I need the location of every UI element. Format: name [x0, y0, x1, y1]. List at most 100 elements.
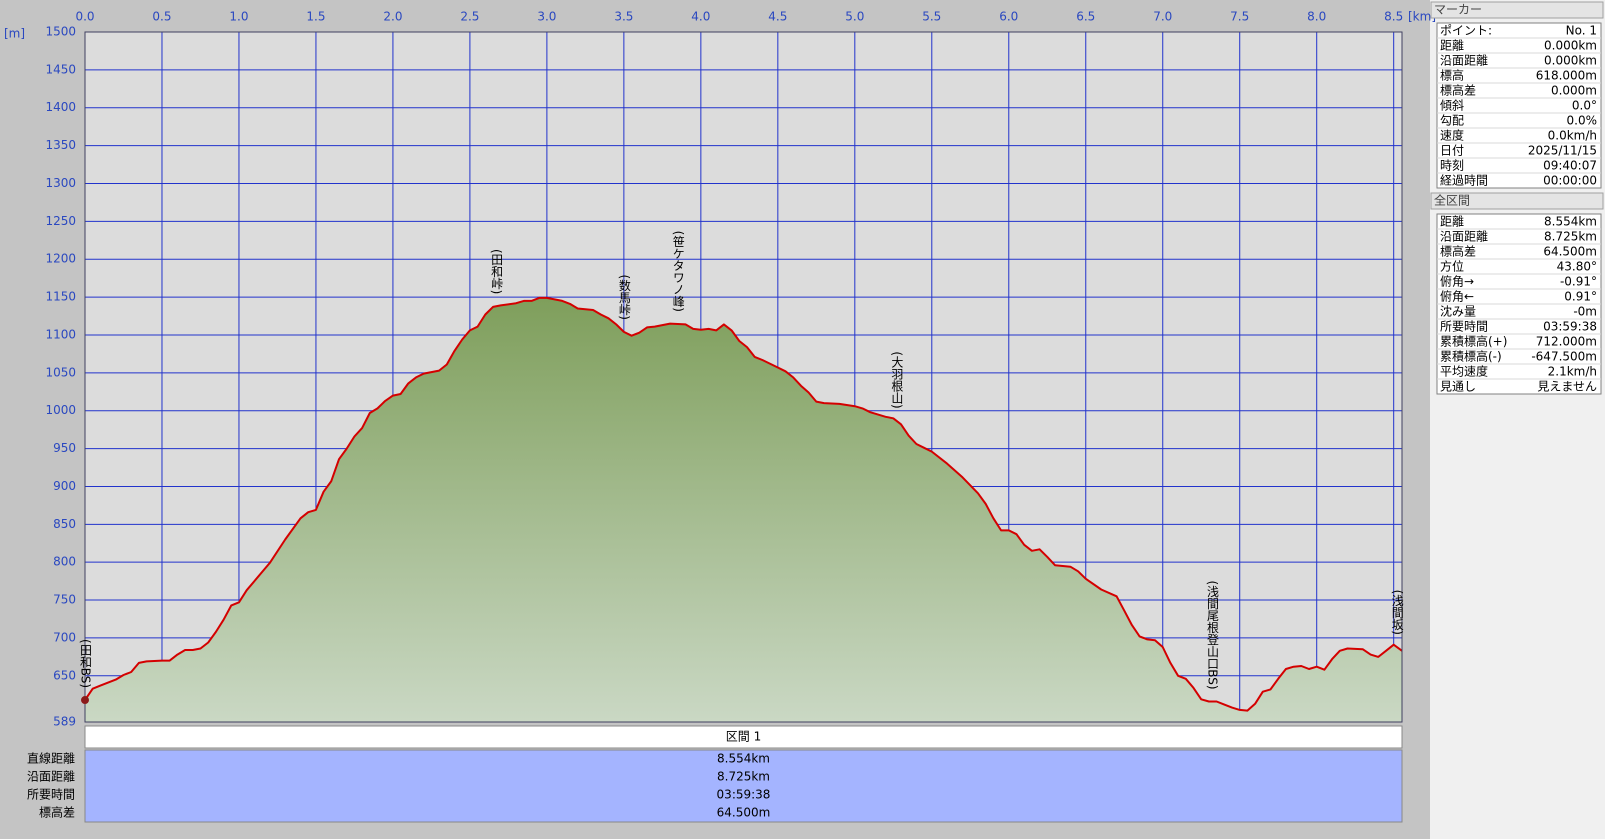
y-tick-label: 1100 — [45, 327, 76, 341]
waypoint-label: (数馬峠) — [617, 275, 631, 320]
table-body — [84, 749, 1403, 823]
y-tick-label: 1200 — [45, 252, 76, 266]
panel-table — [1436, 22, 1602, 189]
x-tick-label: 1.0 — [229, 10, 248, 24]
plot-border — [84, 31, 1403, 723]
y-tick-label: 1300 — [45, 176, 76, 190]
y-tick-label: 1050 — [45, 365, 76, 379]
y-tick-label: 650 — [53, 668, 76, 682]
panel-key: 所要時間 — [1440, 320, 1488, 334]
panel-value: 0.0km/h — [1548, 129, 1597, 143]
y-tick-label: 1250 — [45, 214, 76, 228]
panel-key: 累積標高(+) — [1440, 334, 1507, 349]
y-tick-label: 1350 — [45, 138, 76, 152]
x-unit: [km] — [1408, 10, 1436, 24]
x-tick-label: 5.5 — [922, 10, 941, 24]
panel-key: 日付 — [1440, 144, 1464, 158]
panel-value: 64.500m — [1543, 245, 1597, 259]
y-tick-label: 1150 — [45, 290, 76, 304]
x-tick-label: 8.0 — [1307, 10, 1326, 24]
x-tick-label: 0.5 — [152, 10, 171, 24]
panel-key: 標高差 — [1440, 83, 1476, 98]
elevation-line — [84, 296, 1403, 712]
y-tick-label: 800 — [53, 555, 76, 569]
row-value: 8.725km — [717, 770, 770, 784]
x-tick-label: 4.5 — [768, 10, 787, 24]
panel-value: 8.725km — [1544, 230, 1597, 244]
row-label: 標高差 — [39, 805, 75, 820]
panel-value: 8.554km — [1544, 215, 1597, 229]
panel-value: 0.0% — [1567, 114, 1598, 128]
panel-value: 0.000km — [1544, 39, 1597, 53]
panel-value: 00:00:00 — [1543, 174, 1597, 188]
panel-key: 速度 — [1440, 128, 1464, 143]
waypoint-label: (浅間尾根登山口BS) — [1206, 581, 1220, 690]
panel-key: 方位 — [1440, 259, 1464, 274]
y-tick-label: 850 — [53, 517, 76, 531]
elevation-area — [85, 297, 1402, 722]
panel-value: -0.91° — [1560, 275, 1597, 289]
panel-value: 09:40:07 — [1543, 159, 1597, 173]
panel-key: 距離 — [1440, 39, 1464, 53]
panel-key: 距離 — [1440, 215, 1464, 229]
panel-title: マーカー — [1434, 3, 1482, 17]
panel-value: -0m — [1573, 305, 1597, 319]
y-tick-label: 1400 — [45, 100, 76, 114]
panel-value: -647.500m — [1531, 350, 1597, 364]
panel-key: 傾斜 — [1440, 99, 1464, 113]
panel-value: 2.1km/h — [1548, 365, 1597, 379]
panel-value: 618.000m — [1536, 69, 1597, 83]
row-value: 03:59:38 — [717, 788, 771, 802]
panel-key: 経過時間 — [1440, 174, 1488, 188]
position-marker — [81, 696, 89, 705]
row-value: 8.554km — [717, 752, 770, 766]
panel-value: No. 1 — [1566, 24, 1597, 38]
row-label: 所要時間 — [27, 788, 75, 802]
panel-title-bar — [1430, 1, 1604, 19]
table-header — [84, 725, 1403, 749]
waypoint-label: (田和BS) — [79, 639, 93, 688]
y-tick-label: 700 — [53, 630, 76, 644]
panel-value: 0.000km — [1544, 54, 1597, 68]
panel-title-bar — [1430, 192, 1604, 210]
panel-key: 平均速度 — [1440, 364, 1488, 379]
x-tick-label: 7.5 — [1230, 10, 1249, 24]
panel-key: 俯角→ — [1440, 274, 1474, 289]
y-tick-label: 1500 — [45, 25, 76, 39]
row-label: 沿面距離 — [27, 770, 75, 784]
y-tick-label: 900 — [53, 479, 76, 493]
row-label: 直線距離 — [27, 751, 75, 766]
y-tick-label: 1000 — [45, 403, 76, 417]
panel-value: 2025/11/15 — [1528, 144, 1597, 158]
waypoint-label: (田和峠) — [490, 249, 504, 294]
panel-value: 0.91° — [1564, 290, 1597, 304]
row-value: 64.500m — [717, 806, 771, 820]
x-tick-label: 3.5 — [614, 10, 633, 24]
x-tick-label: 6.5 — [1076, 10, 1095, 24]
x-tick-label: 2.0 — [383, 10, 402, 24]
panel-value: 見えません — [1537, 380, 1597, 394]
y-tick-label: 1450 — [45, 62, 76, 76]
x-tick-label: 4.0 — [691, 10, 710, 24]
x-tick-label: 1.5 — [306, 10, 325, 24]
waypoint-label: (大羽根山) — [890, 351, 904, 408]
y-tick-label: 950 — [53, 441, 76, 455]
y-unit: [m] — [4, 27, 25, 41]
panel-key: 勾配 — [1440, 114, 1464, 128]
x-tick-label: 3.0 — [537, 10, 556, 24]
table-header-text: 区間 1 — [726, 730, 761, 744]
x-tick-label: 8.5 — [1384, 10, 1403, 24]
panel-key: 沿面距離 — [1440, 230, 1488, 244]
panel-key: 沿面距離 — [1440, 54, 1488, 68]
x-tick-label: 6.0 — [999, 10, 1018, 24]
waypoint-label: (浅間坂) — [1390, 590, 1404, 635]
panel-value: 712.000m — [1536, 335, 1597, 349]
panel-value: 43.80° — [1557, 260, 1597, 274]
panel-key: 標高 — [1440, 68, 1464, 83]
panel-key: 沈み量 — [1440, 304, 1476, 319]
panel-key: 見通し — [1440, 380, 1476, 394]
panel-title: 全区間 — [1434, 193, 1470, 208]
panel-key: ポイント: — [1440, 24, 1492, 38]
